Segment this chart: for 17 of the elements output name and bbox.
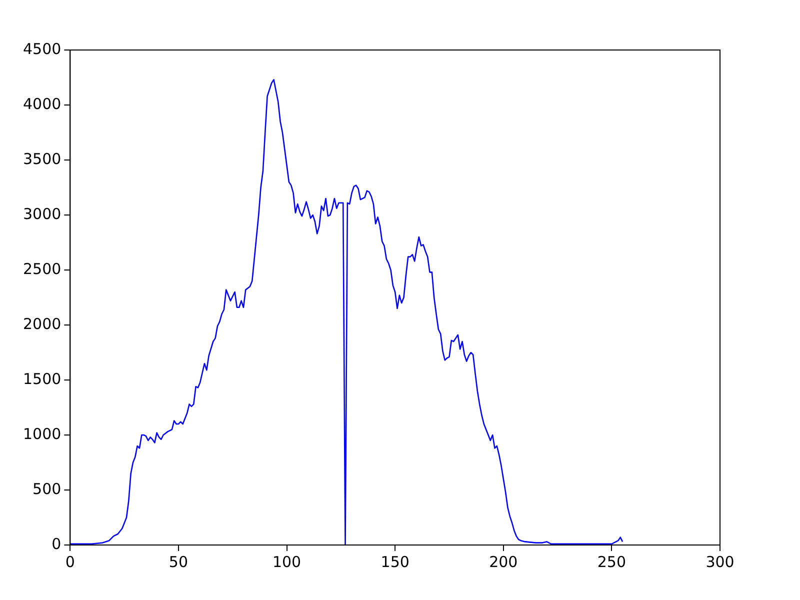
x-tick-label: 200: [489, 552, 518, 571]
x-tick-label: 0: [65, 552, 75, 571]
x-tick-label: 50: [168, 552, 188, 571]
y-tick-label: 4500: [22, 40, 62, 58]
y-tick-label: 1000: [22, 424, 62, 443]
x-tick-label: 250: [597, 552, 626, 571]
y-tick-label: 2000: [22, 314, 62, 333]
y-tick-label: 0: [52, 534, 62, 553]
y-tick-label: 1500: [22, 370, 62, 388]
y-tick-label: 2500: [22, 260, 62, 278]
y-tick-label: 3000: [22, 204, 62, 223]
y-tick-label: 3500: [22, 150, 62, 168]
x-tick-label: 300: [706, 552, 734, 571]
y-tick-label: 500: [32, 480, 62, 498]
y-tick-label: 4000: [22, 94, 62, 113]
x-tick-label: 150: [380, 552, 410, 571]
x-tick-label: 100: [272, 552, 302, 571]
